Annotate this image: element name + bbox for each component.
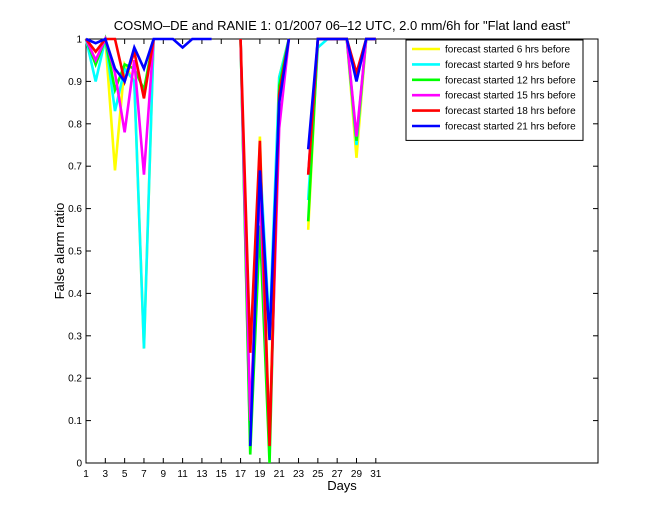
x-tick-label: 15 xyxy=(216,469,228,480)
x-tick-label: 29 xyxy=(351,469,363,480)
x-tick-label: 11 xyxy=(177,469,188,480)
legend-label: forecast started 21 hrs before xyxy=(445,122,576,133)
x-tick-label: 19 xyxy=(254,469,266,480)
y-tick-label: 0.2 xyxy=(68,374,82,385)
legend-label: forecast started 18 hrs before xyxy=(445,106,576,117)
x-tick-label: 23 xyxy=(293,469,305,480)
x-tick-label: 1 xyxy=(83,469,89,480)
y-tick-label: 0.1 xyxy=(68,416,82,427)
legend-label: forecast started 6 hrs before xyxy=(445,45,571,56)
x-tick-label: 9 xyxy=(161,469,167,480)
x-axis-label: Days xyxy=(327,478,357,493)
y-tick-label: 0.7 xyxy=(68,162,82,173)
legend-label: forecast started 12 hrs before xyxy=(445,75,576,86)
x-tick-label: 25 xyxy=(312,469,324,480)
axis-ticks: 1 3 5 7 9 11 13 15 17 19 21 23 25 27 29 3100.10.20.30.4… xyxy=(68,35,598,480)
legend-box xyxy=(405,39,584,141)
x-tick-label: 3 xyxy=(103,469,109,480)
legend-label: forecast started 9 hrs before xyxy=(445,60,571,71)
x-tick-label: 31 xyxy=(370,469,382,480)
chart-title: COSMO–DE and RANIE 1: 01/2007 06–12 UTC,… xyxy=(114,18,571,33)
y-tick-label: 0.3 xyxy=(68,331,82,342)
y-tick-label: 0.8 xyxy=(68,119,82,130)
x-tick-label: 21 xyxy=(274,469,286,480)
y-tick-label: 0.6 xyxy=(68,204,82,215)
y-axis-label: False alarm ratio xyxy=(52,203,67,300)
series-layer xyxy=(84,34,376,464)
x-tick-label: 17 xyxy=(235,469,247,480)
y-tick-label: 0.9 xyxy=(68,77,82,88)
x-tick-label: 5 xyxy=(122,469,128,480)
series-line-6 xyxy=(85,37,376,447)
y-tick-label: 0.4 xyxy=(68,289,82,300)
y-tick-label: 0.5 xyxy=(68,247,82,258)
legend: forecast started 6 hrs before forecast st… xyxy=(405,39,584,141)
legend-label: forecast started 15 hrs before xyxy=(445,91,576,102)
y-tick-label: 1 xyxy=(76,35,82,46)
x-tick-label: 7 xyxy=(141,469,147,480)
y-tick-label: 0 xyxy=(76,459,82,470)
x-tick-label: 13 xyxy=(196,469,208,480)
x-tick-label: 27 xyxy=(332,469,344,480)
